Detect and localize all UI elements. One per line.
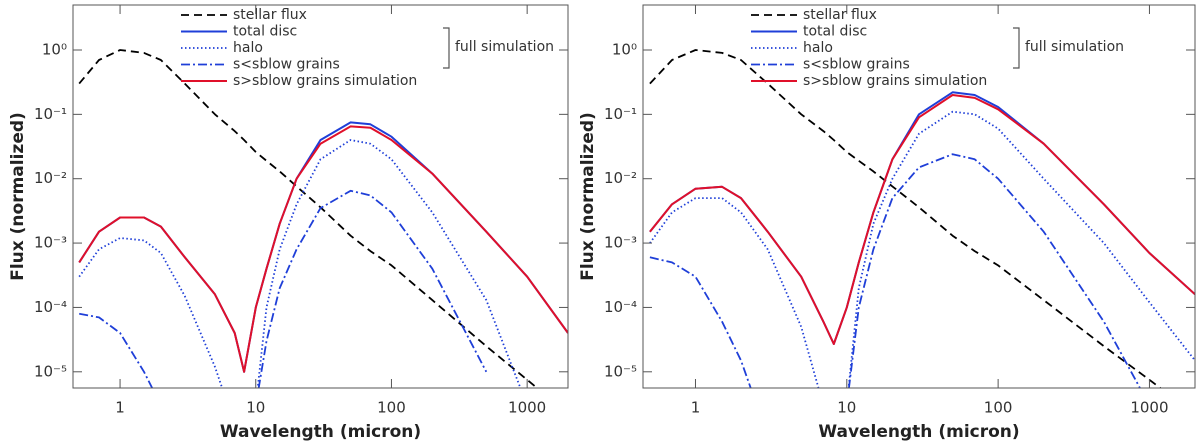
legend-bracket — [1013, 27, 1020, 69]
x-tick-label: 1 — [691, 399, 701, 417]
plot-area — [649, 49, 1195, 388]
y-tick-label: 10⁻² — [34, 169, 67, 187]
legend-annotation: full simulation — [455, 39, 554, 55]
series-line — [78, 49, 539, 388]
legend-label: total disc — [803, 24, 867, 40]
legend-label: stellar flux — [233, 7, 307, 23]
series-line — [649, 49, 1162, 388]
series-line — [649, 94, 1195, 345]
legend-label: total disc — [233, 24, 297, 40]
legend-label: stellar flux — [803, 7, 877, 23]
plot-frame — [72, 4, 569, 389]
y-tick-label: 10⁻³ — [604, 234, 637, 252]
y-tick-label: 10⁻⁵ — [34, 362, 67, 380]
y-tick-label: 10⁻⁴ — [34, 298, 67, 316]
x-axis-label: Wavelength (micron) — [220, 422, 421, 442]
legend-bracket — [443, 27, 450, 69]
y-tick-label: 10⁻⁴ — [604, 298, 637, 316]
series-line — [649, 110, 1195, 388]
legend-label: s>sblow grains simulation — [803, 73, 987, 89]
x-tick-label: 1 — [115, 399, 125, 417]
x-tick-label: 1000 — [508, 399, 546, 417]
series-line — [79, 189, 488, 388]
series-line — [78, 125, 568, 373]
y-tick-label: 10⁻³ — [34, 234, 67, 252]
x-tick-label: 10 — [246, 399, 265, 417]
plot-frame — [642, 4, 1196, 389]
series-line — [78, 139, 522, 388]
x-axis-label: Wavelength (micron) — [818, 422, 1019, 442]
y-tick-label: 10⁻¹ — [604, 105, 637, 123]
y-tick-label: 10⁰ — [42, 40, 67, 58]
legend-label: s<sblow grains — [233, 57, 340, 73]
x-tick-label: 100 — [377, 399, 406, 417]
y-tick-label: 10⁻¹ — [34, 105, 67, 123]
legend-label: s>sblow grains simulation — [233, 73, 417, 89]
series-line — [649, 153, 1141, 388]
legend-label: halo — [233, 40, 263, 56]
legend-label: s<sblow grains — [803, 57, 910, 73]
y-tick-label: 10⁻² — [604, 169, 637, 187]
y-axis-label: Flux (normalized) — [8, 112, 28, 281]
series-line — [649, 91, 1195, 345]
y-axis-label: Flux (normalized) — [578, 112, 598, 281]
plot-area — [78, 49, 568, 388]
x-tick-label: 100 — [984, 399, 1013, 417]
y-tick-label: 10⁻⁵ — [604, 362, 637, 380]
legend-annotation: full simulation — [1025, 39, 1124, 55]
x-tick-label: 1000 — [1130, 399, 1168, 417]
y-tick-label: 10⁰ — [612, 40, 637, 58]
legend-label: halo — [803, 40, 833, 56]
x-tick-label: 10 — [837, 399, 856, 417]
